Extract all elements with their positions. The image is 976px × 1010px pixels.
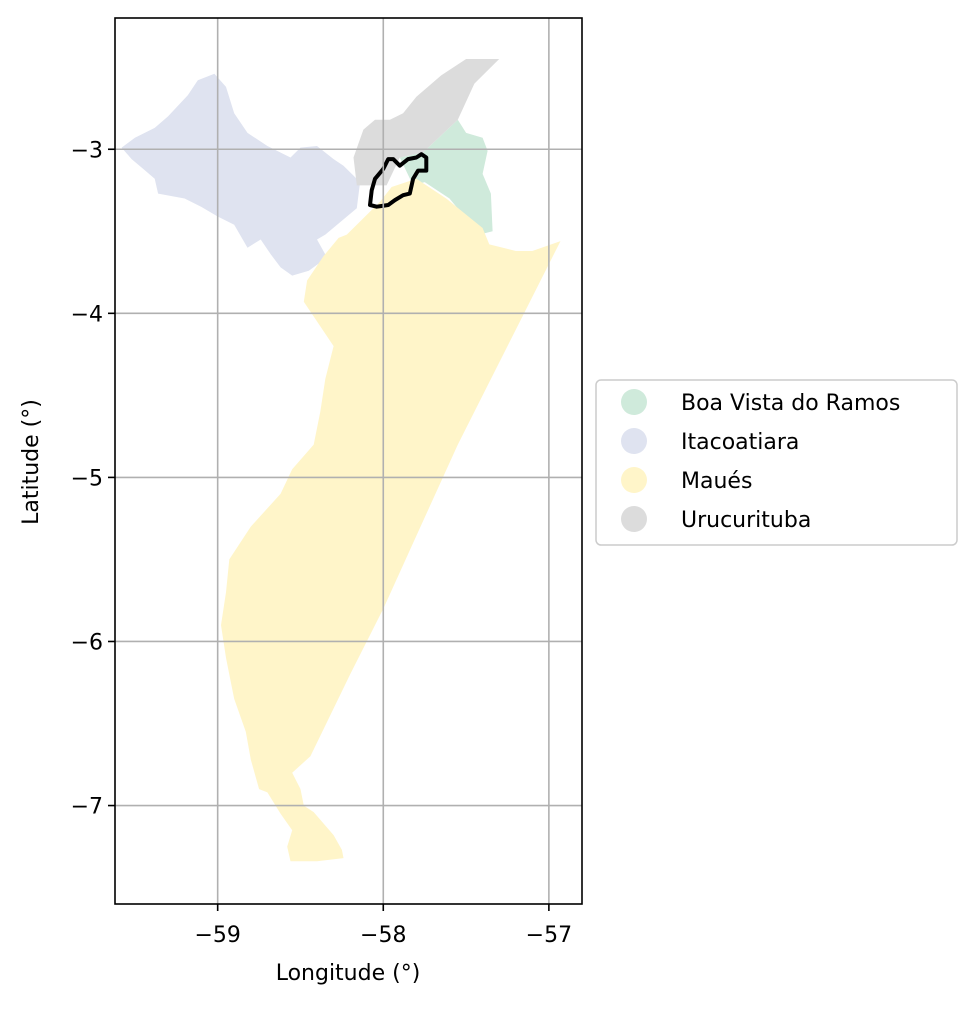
y-tick-label-1: −4 — [71, 302, 103, 327]
y-tick-label-0: −3 — [71, 138, 103, 163]
y-tick-label-4: −7 — [71, 795, 103, 820]
legend-label-urucurituba: Urucurituba — [681, 508, 811, 533]
y-tick-label-3: −6 — [71, 630, 103, 655]
legend-marker-boa-vista-do-ramos — [621, 389, 647, 415]
region-boa-vista-do-ramos — [399, 119, 493, 235]
highlight-boundary — [368, 152, 429, 209]
legend-box — [595, 379, 958, 546]
region-itacoatiara — [121, 73, 361, 276]
regions-layer — [121, 59, 561, 862]
legend-label-boa-vista-do-ramos: Boa Vista do Ramos — [681, 391, 900, 416]
x-tick-label-1: −58 — [360, 923, 406, 948]
highlight-layer — [368, 152, 429, 209]
y-axis-label: Latitude (°) — [19, 399, 44, 525]
legend-marker-urucurituba — [621, 506, 647, 532]
x-tick-label-2: −57 — [526, 923, 572, 948]
legend-marker-maues — [621, 467, 647, 493]
axis-ticks: −59 −58 −57 −3 −4 −5 −6 −7 — [71, 138, 573, 948]
legend-marker-itacoatiara — [621, 428, 647, 454]
region-urucurituba — [353, 59, 500, 186]
x-axis-label: Longitude (°) — [276, 961, 421, 986]
x-tick-label-0: −59 — [194, 923, 240, 948]
legend: Boa Vista do Ramos Itacoatiara Maués Urucur… — [595, 379, 958, 546]
y-tick-label-2: −5 — [71, 466, 103, 491]
plot-frame — [114, 17, 583, 905]
region-maues — [221, 178, 561, 862]
grid-lines — [115, 18, 582, 904]
legend-label-itacoatiara: Itacoatiara — [681, 430, 799, 455]
legend-label-maues: Maués — [681, 469, 752, 494]
